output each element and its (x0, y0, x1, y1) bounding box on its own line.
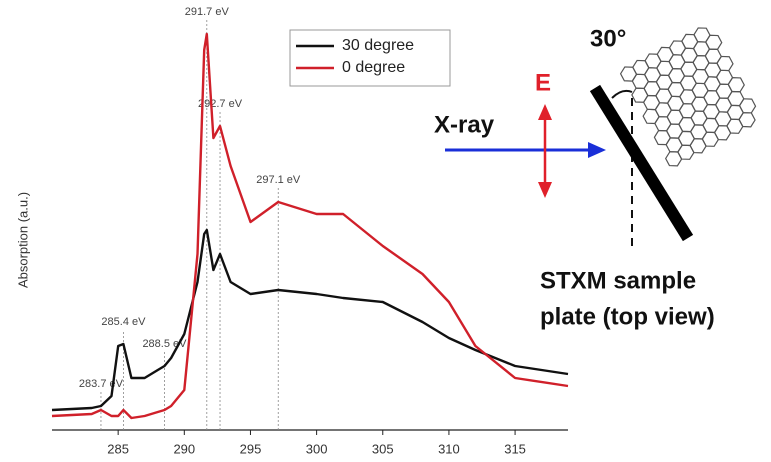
graphene-sheet (619, 27, 757, 167)
hexagon (738, 112, 756, 128)
x-tick-label: 310 (438, 441, 460, 456)
angle-label: 30° (590, 25, 626, 52)
angle-arc (611, 89, 633, 99)
annotation-label: 291.7 eV (185, 6, 230, 18)
hexagon (619, 66, 638, 82)
hexagon (653, 129, 672, 146)
sample-plate (589, 84, 694, 242)
plate-label: plate (top view) (540, 303, 715, 330)
annotation-label: 297.1 eV (256, 174, 301, 186)
hexagon (664, 151, 683, 167)
hexagon (677, 144, 695, 160)
field-label: E (535, 69, 551, 96)
annotation-label: 285.4 eV (101, 316, 146, 328)
legend-label: 0 degree (342, 59, 405, 76)
hexagon (701, 131, 720, 147)
series-line (51, 228, 569, 412)
x-tick-label: 315 (504, 441, 526, 456)
x-tick-label: 285 (107, 441, 129, 456)
beam-label: X-ray (434, 111, 495, 138)
annotation-label: 292.7 eV (198, 98, 243, 110)
e-arrow-head (538, 182, 552, 198)
x-tick-label: 300 (306, 441, 328, 456)
x-tick-label: 295 (240, 441, 262, 456)
hexagon (726, 118, 744, 134)
e-arrow-head (538, 104, 552, 120)
legend-box (289, 29, 451, 87)
plate-label: STXM sample (540, 267, 696, 294)
x-tick-label: 290 (173, 441, 195, 456)
legend-label: 30 degree (342, 37, 414, 54)
annotation-label: 283.7 eV (79, 378, 124, 390)
x-tick-label: 305 (372, 441, 394, 456)
series-line (51, 32, 569, 420)
y-axis-label: Absorption (a.u.) (15, 192, 30, 288)
hexagon (713, 125, 732, 141)
hexagon (642, 108, 660, 125)
xray-arrow-head (588, 142, 606, 158)
hexagon (689, 138, 707, 154)
